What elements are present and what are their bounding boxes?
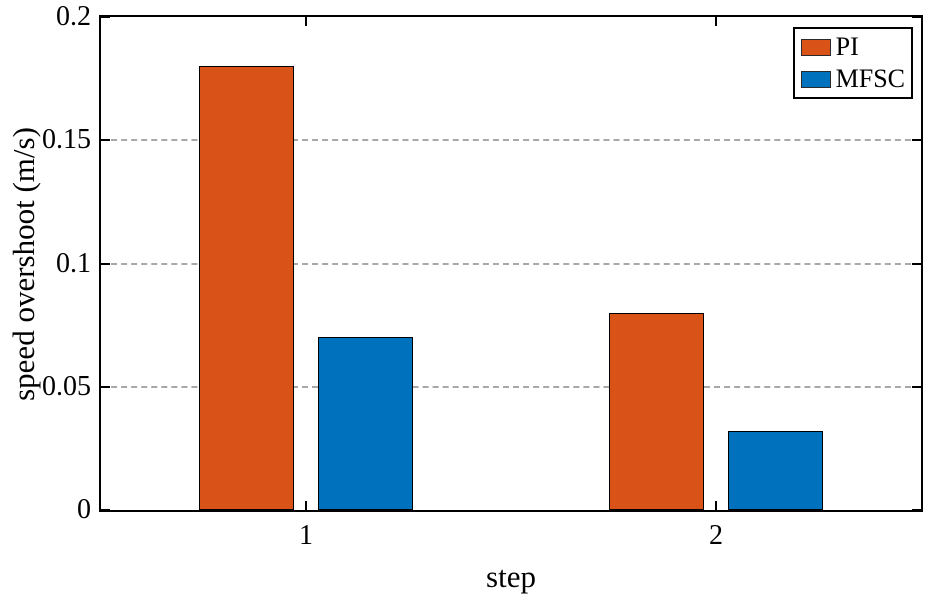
grid-line: [101, 262, 921, 265]
legend-item-label: MFSC: [835, 64, 905, 93]
bar-mfsc-step2: [728, 431, 823, 510]
ticks-layer: [101, 16, 921, 511]
x-tick-mark: [715, 17, 717, 26]
y-tick-mark: [101, 139, 110, 142]
y-tick-mark: [101, 385, 110, 388]
plot-area: PI MFSC: [99, 15, 923, 512]
legend-swatch-pi: [800, 38, 831, 56]
x-tick-label: 2: [709, 520, 723, 551]
y-tick-label: 0.05: [42, 370, 91, 402]
gridlines: [101, 17, 921, 510]
x-tick-mark: [305, 501, 307, 510]
legend-item-pi: PI: [800, 32, 905, 61]
y-tick-mark: [912, 509, 921, 511]
grid-line: [101, 139, 921, 142]
x-axis-label: step: [486, 559, 536, 594]
y-tick-mark: [101, 262, 110, 265]
x-tick-label: 1: [299, 520, 313, 551]
y-tick-label: 0: [77, 494, 91, 525]
y-tick-mark: [101, 509, 110, 511]
legend-swatch-mfsc: [800, 70, 831, 88]
y-tick-label: 0.15: [42, 124, 91, 156]
y-tick-mark: [912, 385, 921, 388]
bar-mfsc-step1: [318, 337, 413, 510]
legend-item-mfsc: MFSC: [800, 64, 905, 93]
y-tick-mark: [912, 262, 921, 265]
bars-layer: [101, 17, 921, 510]
bar-pi-step1: [199, 66, 294, 510]
x-tick-mark: [305, 17, 307, 26]
x-tick-mark: [715, 501, 717, 510]
y-tick-mark: [912, 16, 921, 18]
legend-item-label: PI: [835, 32, 859, 61]
y-tick-label: 0.2: [56, 1, 91, 32]
y-tick-mark: [101, 16, 110, 18]
bar-pi-step2: [609, 312, 704, 510]
y-tick-label: 0.1: [56, 247, 91, 279]
legend: PI MFSC: [792, 27, 913, 99]
y-tick-mark: [912, 139, 921, 142]
grid-line: [101, 385, 921, 388]
